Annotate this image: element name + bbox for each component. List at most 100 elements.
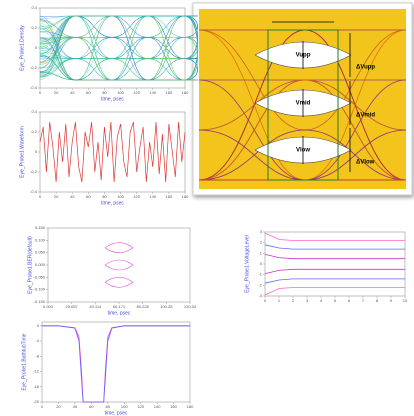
x-tick-label: 5 [334, 298, 337, 303]
x-tick-label: 120.34 [184, 304, 197, 309]
x-tick-label: 40 [70, 90, 75, 95]
y-axis-label: Eye_Probe1.VoltageLevel [244, 235, 250, 293]
x-tick-label: 180 [187, 404, 194, 409]
x-tick-label: 2 [292, 298, 295, 303]
delta-label: ΔVmid [356, 113, 375, 119]
y-tick-label: 0.2 [31, 25, 37, 30]
x-tick-label: 80.228 [137, 304, 150, 309]
eye-contour [104, 276, 134, 288]
y-tick-label: -0.4 [30, 85, 38, 90]
level-label: Vmid [296, 101, 311, 107]
y-tick-label: 1 [260, 250, 263, 255]
x-tick-label: 80 [106, 404, 111, 409]
x-tick-label: 0 [41, 404, 44, 409]
eye-trace [39, 55, 198, 81]
y-tick-label: -4 [35, 338, 39, 343]
x-tick-label: 9 [390, 298, 393, 303]
data-line [264, 268, 405, 274]
y-tick-label: 0 [260, 261, 263, 266]
y-axis-label: Eye_Probe1.Waveform [19, 126, 25, 178]
eye-window [267, 29, 339, 181]
x-tick-label: 160 [166, 90, 173, 95]
eye-trace [198, 129, 407, 181]
x-tick-label: 100 [121, 404, 128, 409]
data-line [264, 254, 405, 260]
x-tick-label: 120 [133, 194, 140, 199]
x-tick-label: 80 [102, 90, 107, 95]
x-tick-label: 20 [54, 90, 59, 95]
y-tick-label: -20 [33, 399, 40, 404]
y-tick-label: -0.100 [34, 287, 46, 292]
y-tick-label: 3 [260, 229, 263, 234]
x-tick-label: 20 [54, 194, 59, 199]
y-axis-label: Eye_Probe1.BER(default) [27, 236, 33, 294]
data-line [264, 232, 405, 241]
plot-frame [47, 227, 191, 303]
x-tick-label: 6 [348, 298, 351, 303]
delta-label: ΔVlow [356, 160, 375, 166]
data-line [264, 244, 405, 250]
y-tick-label: 0.100 [35, 237, 46, 242]
y-tick-label: 0.000 [35, 262, 46, 267]
x-tick-label: 140 [149, 194, 156, 199]
data-line [42, 325, 190, 403]
y-axis-label: Eye_Probe1.BathtubTime [21, 333, 27, 390]
x-tick-label: 10 [403, 298, 408, 303]
x-tick-label: 40 [73, 404, 78, 409]
eye-trace [39, 37, 198, 81]
eye-trace [39, 15, 198, 80]
x-tick-label: 60.171 [113, 304, 126, 309]
eye-trace [39, 58, 198, 72]
eye-trace [39, 15, 198, 50]
y-tick-label: 0 [35, 45, 38, 50]
x-tick-label: 100 [117, 194, 124, 199]
x-tick-label: 0 [264, 298, 267, 303]
y-tick-label: 0 [35, 149, 38, 154]
data-line [42, 325, 190, 403]
y-tick-label: 0 [37, 323, 40, 328]
x-tick-label: 7 [362, 298, 365, 303]
x-tick-label: 100 [117, 90, 124, 95]
y-tick-label: -8 [35, 353, 39, 358]
x-tick-label: 0 [39, 194, 42, 199]
x-tick-label: 80 [102, 194, 107, 199]
x-tick-label: 8 [376, 298, 379, 303]
y-tick-label: 0.4 [31, 109, 37, 114]
y-tick-label: -0.4 [30, 189, 38, 194]
x-tick-label: 180 [182, 194, 189, 199]
y-tick-label: -16 [33, 384, 40, 389]
x-tick-label: 120 [137, 404, 144, 409]
y-tick-label: 2 [260, 240, 263, 245]
x-axis-label: time, psec [101, 96, 124, 102]
x-tick-label: 140 [154, 404, 161, 409]
plot-frame [264, 231, 406, 297]
eye-diagram: Vupp ΔVupp Vmid ΔVmid Vlow ΔVlow [198, 21, 407, 181]
x-tick-label: 160 [170, 404, 177, 409]
y-tick-label: -12 [33, 369, 40, 374]
y-tick-label: 0.4 [31, 5, 37, 10]
x-tick-label: 60 [86, 90, 91, 95]
x-tick-label: 40.114 [89, 304, 102, 309]
y-tick-label: -0.2 [30, 65, 38, 70]
y-tick-label: 0.150 [35, 225, 46, 230]
x-tick-label: 3 [306, 298, 309, 303]
eye-contour [104, 259, 134, 271]
y-tick-label: 0.050 [35, 250, 46, 255]
x-tick-label: 160 [166, 194, 173, 199]
data-line [39, 121, 186, 183]
x-tick-label: 20 [56, 404, 61, 409]
data-line [264, 278, 405, 284]
eye-contour [104, 242, 134, 254]
x-tick-label: 0.000 [43, 304, 54, 309]
x-tick-label: 20.057 [66, 304, 79, 309]
x-tick-label: 180 [182, 90, 189, 95]
level-label: Vlow [296, 148, 310, 154]
y-tick-label: -0.2 [30, 169, 38, 174]
y-tick-label: -2 [258, 282, 262, 287]
x-tick-label: 60 [89, 404, 94, 409]
y-tick-label: -0.150 [34, 299, 46, 304]
x-axis-label: time, psec [108, 310, 131, 316]
eye-trace [39, 15, 198, 52]
y-tick-label: -1 [258, 272, 262, 277]
